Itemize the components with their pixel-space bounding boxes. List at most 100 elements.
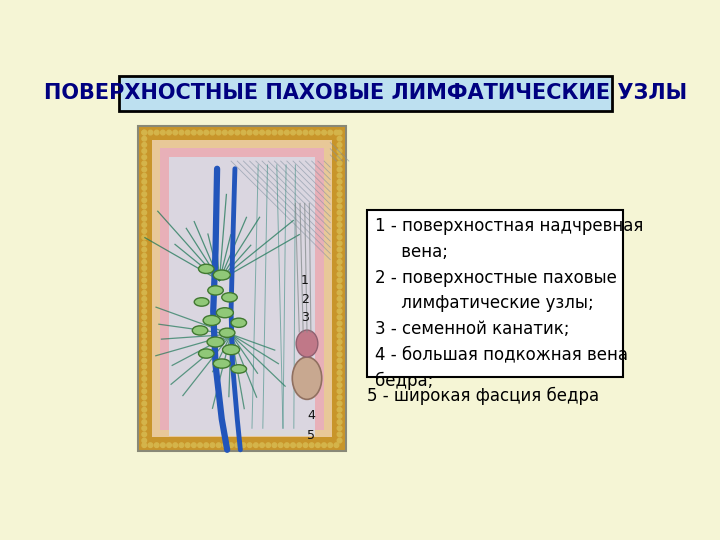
Circle shape	[328, 443, 333, 448]
Circle shape	[279, 443, 283, 448]
Circle shape	[161, 443, 165, 448]
Text: 5: 5	[307, 429, 315, 442]
Circle shape	[142, 370, 147, 375]
Circle shape	[192, 130, 196, 135]
Circle shape	[248, 130, 252, 135]
Circle shape	[210, 130, 215, 135]
Circle shape	[334, 130, 339, 135]
Circle shape	[142, 130, 147, 135]
Circle shape	[229, 443, 233, 448]
Circle shape	[337, 395, 342, 400]
Circle shape	[161, 130, 165, 135]
Circle shape	[337, 161, 342, 166]
Circle shape	[328, 130, 333, 135]
Ellipse shape	[213, 270, 230, 280]
Circle shape	[337, 173, 342, 178]
Circle shape	[337, 432, 342, 437]
Circle shape	[241, 443, 246, 448]
Circle shape	[167, 130, 171, 135]
Circle shape	[241, 130, 246, 135]
Circle shape	[142, 167, 147, 172]
Circle shape	[337, 155, 342, 159]
Circle shape	[337, 370, 342, 375]
Circle shape	[337, 284, 342, 289]
Circle shape	[291, 130, 295, 135]
Circle shape	[337, 278, 342, 283]
Circle shape	[297, 130, 302, 135]
Text: 1: 1	[301, 274, 309, 287]
Circle shape	[142, 309, 147, 314]
Circle shape	[337, 241, 342, 246]
Circle shape	[142, 395, 147, 400]
Circle shape	[337, 210, 342, 215]
Circle shape	[142, 414, 147, 418]
Ellipse shape	[203, 315, 220, 326]
Text: 1 - поверхностная надчревная
     вена;
2 - поверхностные паховые
     лимфатиче: 1 - поверхностная надчревная вена; 2 - п…	[375, 217, 644, 390]
Circle shape	[142, 260, 147, 264]
Circle shape	[266, 443, 271, 448]
Circle shape	[142, 173, 147, 178]
Ellipse shape	[296, 330, 318, 357]
Circle shape	[142, 198, 147, 202]
Circle shape	[154, 443, 159, 448]
Circle shape	[315, 443, 320, 448]
Circle shape	[284, 130, 289, 135]
Circle shape	[142, 389, 147, 394]
Circle shape	[337, 296, 342, 301]
Circle shape	[142, 358, 147, 363]
Circle shape	[272, 443, 276, 448]
Circle shape	[337, 247, 342, 252]
Circle shape	[266, 130, 271, 135]
Circle shape	[315, 130, 320, 135]
Circle shape	[142, 253, 147, 258]
Circle shape	[142, 443, 147, 448]
Circle shape	[142, 303, 147, 307]
Circle shape	[337, 291, 342, 295]
Circle shape	[142, 438, 147, 443]
Circle shape	[179, 443, 184, 448]
Ellipse shape	[213, 359, 230, 368]
Circle shape	[260, 130, 264, 135]
Circle shape	[142, 278, 147, 283]
Circle shape	[142, 192, 147, 197]
Circle shape	[142, 315, 147, 320]
Text: 5 - широкая фасция бедра: 5 - широкая фасция бедра	[367, 387, 600, 405]
Circle shape	[337, 148, 342, 153]
Circle shape	[192, 443, 196, 448]
Circle shape	[142, 217, 147, 221]
Circle shape	[337, 401, 342, 406]
Circle shape	[337, 137, 342, 141]
Ellipse shape	[231, 318, 246, 327]
Circle shape	[229, 130, 233, 135]
Circle shape	[222, 130, 228, 135]
Ellipse shape	[207, 337, 224, 347]
FancyBboxPatch shape	[169, 157, 315, 436]
Circle shape	[303, 130, 307, 135]
Circle shape	[148, 443, 153, 448]
Circle shape	[210, 443, 215, 448]
Circle shape	[142, 420, 147, 424]
Circle shape	[337, 352, 342, 356]
Circle shape	[142, 143, 147, 147]
Circle shape	[337, 389, 342, 394]
FancyBboxPatch shape	[160, 148, 324, 430]
Circle shape	[185, 130, 190, 135]
Ellipse shape	[216, 308, 233, 318]
Circle shape	[337, 408, 342, 412]
Circle shape	[198, 443, 202, 448]
Circle shape	[142, 235, 147, 240]
Circle shape	[204, 130, 209, 135]
Ellipse shape	[222, 345, 240, 355]
Circle shape	[337, 266, 342, 271]
Circle shape	[142, 408, 147, 412]
Circle shape	[142, 401, 147, 406]
Ellipse shape	[192, 326, 208, 335]
Ellipse shape	[199, 349, 214, 358]
Circle shape	[198, 130, 202, 135]
Circle shape	[337, 179, 342, 184]
FancyBboxPatch shape	[152, 140, 332, 437]
Circle shape	[142, 148, 147, 153]
Circle shape	[142, 432, 147, 437]
Circle shape	[142, 272, 147, 276]
Circle shape	[322, 443, 326, 448]
